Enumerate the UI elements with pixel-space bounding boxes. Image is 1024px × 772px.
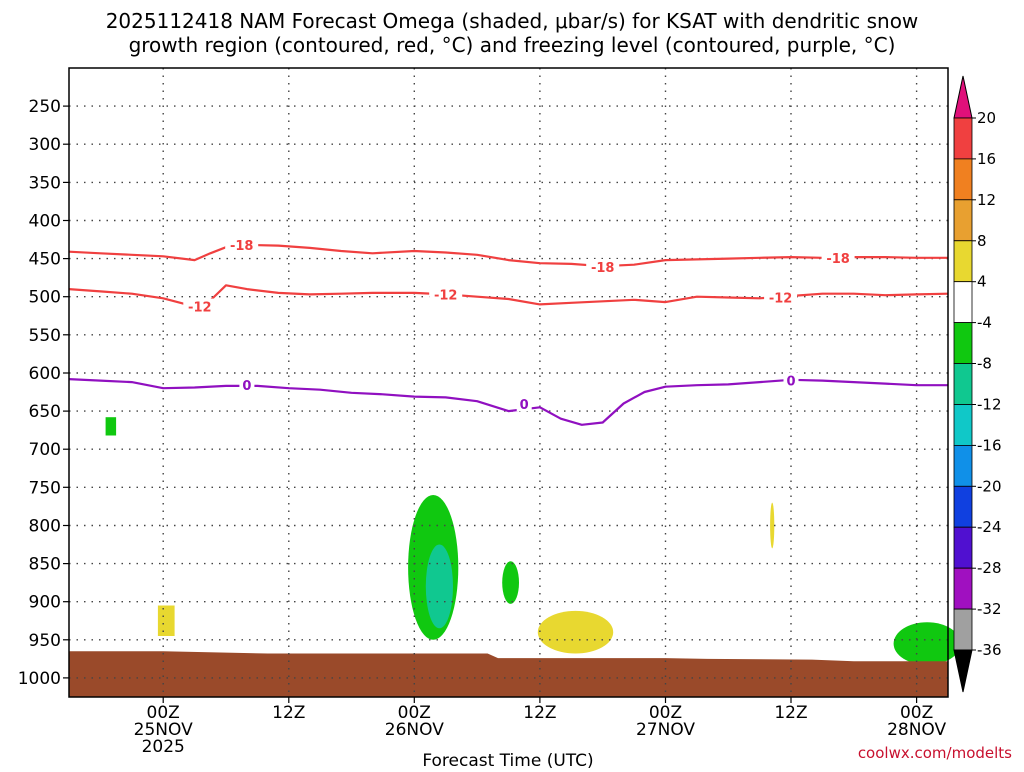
contour-label-bg — [183, 298, 217, 314]
colorbar-label: -36 — [977, 641, 1002, 659]
colorbar-bin — [953, 363, 973, 405]
colorbar-label: 8 — [977, 232, 987, 250]
x-tick-label: 00Z — [398, 703, 431, 723]
contour-label: -18 — [230, 239, 254, 254]
y-tick-label: 550 — [29, 326, 61, 346]
chart-title-line2: growth region (contoured, red, °C) and f… — [129, 33, 896, 57]
contour-label: -12 — [188, 301, 212, 316]
x-tick-label: 27NOV — [636, 720, 695, 740]
contour-label-bg — [586, 259, 620, 274]
contour-line — [68, 243, 948, 268]
colorbar-bin — [953, 158, 973, 201]
chart-title-line1: 2025112418 NAM Forecast Omega (shaded, μ… — [106, 9, 919, 33]
omega-region-yellow — [770, 502, 775, 549]
terrain-fill — [69, 651, 948, 697]
colorbar-top-arrow — [953, 75, 973, 119]
y-tick-label: 900 — [29, 593, 61, 613]
colorbar-label: -24 — [977, 518, 1002, 536]
y-tick-label: 400 — [29, 212, 61, 232]
x-tick-label: 00Z — [649, 703, 682, 723]
y-tick-label: 950 — [29, 631, 61, 651]
y-tick-label: 300 — [29, 135, 61, 155]
colorbar-label: 4 — [977, 273, 987, 291]
contour-layer: -18 -18 -18 -12 -12 -12 0 0 0 — [68, 236, 949, 426]
contour-label-bg — [821, 249, 855, 265]
contour-line — [68, 378, 948, 426]
colorbar-label: 16 — [977, 150, 996, 168]
contour-label-bg — [239, 377, 255, 393]
terrain-layer — [69, 651, 948, 697]
omega-region-green — [502, 561, 519, 604]
colorbar-label: -12 — [977, 396, 1002, 414]
plot-frame — [68, 67, 949, 698]
y-tick-label: 250 — [29, 97, 61, 117]
colorbar-bin — [953, 404, 973, 446]
omega-region-teal — [425, 544, 453, 629]
y-tick-label: 350 — [29, 173, 61, 193]
x-tick-label: 25NOV — [134, 720, 193, 740]
contour-label-bg — [516, 396, 532, 412]
colorbar-bin — [953, 485, 973, 528]
y-axis-pressure: 250 300 350 400 450 500 550 600 650 700 750 800 850 9… — [18, 97, 69, 689]
colorbar-bin — [953, 608, 973, 651]
colorbar-label: -20 — [977, 477, 1002, 495]
contour-label: 0 — [786, 375, 795, 390]
x-tick-label: 00Z — [900, 703, 933, 723]
x-tick-label: 12Z — [272, 703, 305, 723]
colorbar: 20 16 12 8 4 -4 -8 -12 -16 -20 -24 -28 -32 -36 — [953, 75, 1002, 693]
contour-label: 0 — [520, 398, 529, 413]
y-tick-label: 750 — [29, 478, 61, 498]
x-tick-label: 28NOV — [887, 720, 946, 740]
y-tick-label: 500 — [29, 288, 61, 308]
colorbar-label: -4 — [977, 314, 992, 332]
x-axis-label: Forecast Time (UTC) — [422, 751, 593, 768]
contour-label: -18 — [826, 252, 850, 267]
omega-region-green — [893, 622, 961, 665]
y-tick-label: 850 — [29, 555, 61, 575]
x-tick-label: 26NOV — [385, 720, 444, 740]
contour-label: -12 — [434, 288, 458, 303]
omega-region-green — [105, 417, 117, 436]
colorbar-bin — [953, 117, 973, 160]
colorbar-label: -28 — [977, 559, 1002, 577]
colorbar-bin — [953, 444, 973, 487]
colorbar-bin — [953, 199, 973, 242]
colorbar-bin — [953, 567, 973, 610]
colorbar-label: 12 — [977, 191, 996, 209]
credit-text: coolwx.com/modelts — [858, 744, 1012, 762]
colorbar-bin — [953, 526, 973, 569]
omega-region-yellow — [157, 605, 175, 636]
colorbar-label: -32 — [977, 600, 1002, 618]
contour-label-bg — [783, 372, 799, 388]
colorbar-label: 20 — [977, 109, 996, 127]
x-tick-label: 12Z — [523, 703, 556, 723]
contour-label: -12 — [769, 292, 793, 307]
contour-label-bg — [429, 286, 463, 302]
omega-shading-layer — [105, 417, 961, 665]
colorbar-bottom-arrow — [953, 649, 973, 693]
y-tick-label: 650 — [29, 402, 61, 422]
contour-label-bg — [764, 289, 798, 305]
colorbar-label: -8 — [977, 355, 992, 373]
colorbar-label: -16 — [977, 436, 1002, 454]
x-tick-label: 2025 — [142, 737, 185, 757]
y-tick-label: 600 — [29, 364, 61, 384]
y-tick-label: 1000 — [18, 669, 61, 689]
colorbar-bin — [953, 322, 973, 364]
y-tick-label: 700 — [29, 440, 61, 460]
colorbar-bin — [953, 281, 973, 324]
x-tick-label: 12Z — [774, 703, 807, 723]
y-tick-label: 800 — [29, 517, 61, 537]
contour-label: -18 — [591, 261, 615, 276]
contour-label-bg — [225, 236, 259, 252]
x-tick-label: 00Z — [147, 703, 180, 723]
y-tick-label: 450 — [29, 250, 61, 270]
omega-region-yellow — [537, 610, 614, 654]
colorbar-bin — [953, 240, 973, 283]
contour-label: 0 — [242, 379, 251, 394]
